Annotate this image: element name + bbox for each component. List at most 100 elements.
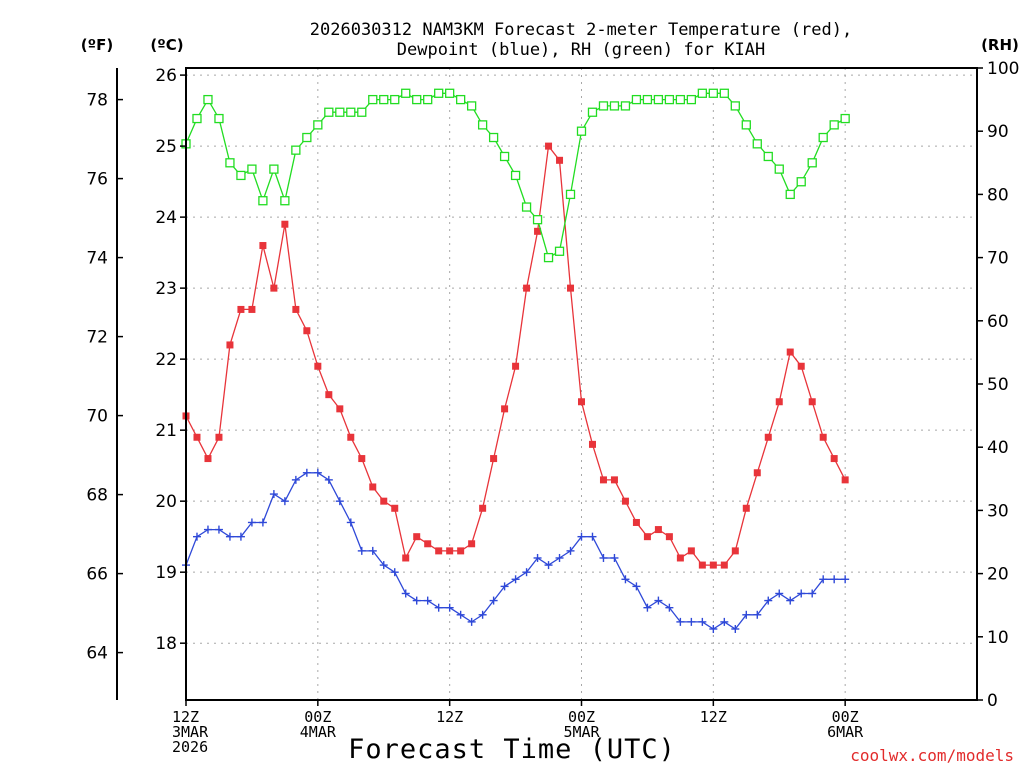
temperature-point [380, 497, 388, 505]
rh-point [291, 145, 301, 155]
temperature-point [479, 504, 487, 512]
dewpoint-point [368, 546, 377, 555]
rh-point [379, 94, 389, 105]
temperature-point [336, 405, 344, 413]
c-tick-label: 20 [155, 492, 177, 512]
series-line-dewpoint [185, 472, 846, 630]
x-tick-label: 3MAR [172, 723, 209, 741]
x-tick-label: 00Z [304, 708, 331, 726]
rh-point [390, 94, 400, 105]
dewpoint-point [247, 518, 256, 527]
dewpoint-point [588, 532, 597, 541]
rh-point [203, 94, 213, 105]
temperature-point [259, 242, 267, 250]
dewpoint-point [808, 589, 817, 598]
dewpoint-point [379, 561, 388, 570]
temperature-point [632, 518, 640, 526]
dewpoint-point [401, 589, 410, 598]
temperature-point [204, 455, 212, 463]
dewpoint-point [764, 596, 773, 605]
rh-point [565, 189, 576, 200]
rh-point [576, 126, 587, 136]
temperature-point [830, 455, 838, 463]
temperature-point [358, 455, 366, 463]
dewpoint-point [555, 553, 564, 562]
f-tick-label: 78 [86, 91, 108, 111]
rh-tick-label: 20 [987, 565, 1009, 585]
dewpoint-point [423, 596, 432, 605]
temperature-point [731, 547, 739, 555]
dewpoint-point [258, 518, 267, 527]
temperature-point [413, 533, 421, 541]
rh-point [488, 132, 499, 143]
series-layer [181, 88, 850, 633]
temperature-point [501, 405, 509, 413]
fahrenheit-unit-label: (ºF) [81, 36, 113, 54]
dewpoint-point [720, 617, 729, 626]
temperature-point [676, 554, 684, 562]
dewpoint-point [214, 525, 223, 534]
rh-point [423, 94, 433, 105]
dewpoint-point [236, 532, 245, 541]
dewpoint-point [566, 546, 575, 555]
dewpoint-point [302, 468, 311, 477]
c-tick-label: 26 [155, 66, 177, 86]
temperature-point [534, 227, 542, 235]
dewpoint-point [192, 532, 201, 541]
dewpoint-point [698, 617, 707, 626]
rh-point [510, 170, 521, 181]
f-tick-label: 70 [86, 407, 108, 427]
temperature-point [490, 455, 498, 463]
f-tick-label: 72 [86, 328, 108, 348]
dewpoint-point [830, 575, 839, 584]
dewpoint-point [467, 617, 476, 626]
temperature-point [446, 547, 454, 555]
rh-point [653, 94, 664, 105]
x-tick-label: 00Z [832, 708, 859, 726]
temperature-point [347, 433, 355, 441]
rh-point [247, 164, 257, 174]
rh-point [763, 151, 773, 162]
dewpoint-point [291, 475, 300, 484]
dewpoint-point [841, 575, 850, 584]
rh-point [499, 151, 510, 162]
x-axis-title: Forecast Time (UTC) [348, 734, 676, 765]
rh-point [664, 94, 675, 105]
f-tick-label: 74 [86, 249, 108, 269]
rh-point [225, 158, 235, 168]
temperature-point [424, 540, 432, 548]
temperature-point [314, 362, 322, 370]
temperature-point [709, 561, 717, 569]
rh-point [543, 252, 554, 263]
dewpoint-point [225, 532, 234, 541]
dewpoint-point [390, 568, 399, 577]
temperature-point [193, 433, 201, 441]
rh-point [631, 94, 642, 105]
temperature-point [325, 391, 333, 399]
rh-tick-label: 70 [987, 249, 1009, 269]
temperature-point [588, 440, 596, 448]
rh-point [368, 94, 378, 105]
dewpoint-point [654, 596, 663, 605]
temperature-point [797, 362, 805, 370]
c-tick-label: 18 [155, 634, 177, 654]
c-tick-label: 19 [155, 563, 177, 583]
rh-point [477, 120, 488, 130]
temperature-point [512, 362, 520, 370]
dewpoint-point [434, 603, 443, 612]
temperature-point [720, 561, 728, 569]
temperature-point [808, 398, 816, 406]
rh-tick-label: 100 [987, 59, 1019, 79]
dewpoint-point [280, 497, 289, 506]
dewpoint-point [269, 490, 278, 499]
rh-point [532, 215, 543, 225]
rh-point [587, 107, 598, 117]
rh-unit-label: (RH) [981, 36, 1019, 54]
rh-tick-label: 30 [987, 501, 1009, 521]
rh-point [401, 88, 411, 98]
temperature-point [841, 476, 849, 484]
temperature-point [248, 305, 256, 313]
dewpoint-point [456, 610, 465, 619]
dewpoint-point [203, 525, 212, 534]
labels: 2026030312 NAM3KM Forecast 2-meter Tempe… [81, 20, 1019, 765]
